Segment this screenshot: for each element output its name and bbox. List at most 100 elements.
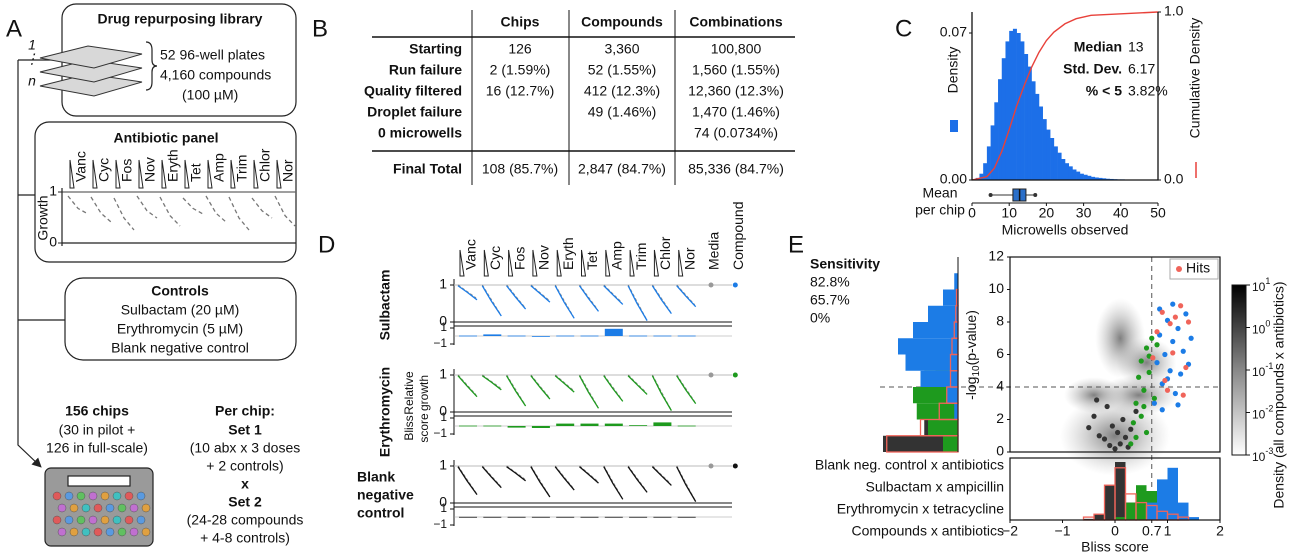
side-histogram-bar xyxy=(954,273,958,290)
row-name: Quality filtered xyxy=(364,83,462,99)
scatter-point xyxy=(1146,369,1152,375)
dose-wedge xyxy=(207,159,213,189)
chip-dot xyxy=(57,503,67,513)
tick-label: 1 xyxy=(439,276,447,292)
scatter-point xyxy=(1143,345,1150,351)
tick-exponent: -1 xyxy=(1265,361,1273,371)
dose-curve xyxy=(90,196,112,223)
dose-curve xyxy=(251,197,273,219)
scatter-point xyxy=(1151,400,1157,406)
histogram-bar xyxy=(1065,163,1070,180)
dose-curve xyxy=(579,466,599,484)
bliss-bar xyxy=(580,423,599,426)
cell: 1,560 (1.55%) xyxy=(692,62,780,78)
scatter-point xyxy=(1180,348,1186,354)
bliss-bar xyxy=(653,516,672,518)
chip-dot xyxy=(52,515,62,525)
chip-dot xyxy=(129,503,139,513)
y-tick-label: 6 xyxy=(996,345,1004,361)
chip-dot xyxy=(100,491,110,501)
set-line: (10 abx x 3 doses xyxy=(190,440,301,456)
bliss-bar xyxy=(677,425,696,427)
legend-label: Blank neg. control x antibiotics xyxy=(815,457,1004,473)
chips-title: 156 chips xyxy=(65,403,129,419)
bliss-bar xyxy=(604,516,623,518)
cell: 52 (1.55%) xyxy=(588,62,656,78)
row-name: Run failure xyxy=(389,62,462,78)
scatter-point xyxy=(1149,335,1155,341)
scatter-point xyxy=(1101,436,1108,442)
histogram-bar xyxy=(1024,54,1029,180)
axis-label: growth xyxy=(417,375,431,411)
dose-wedge xyxy=(629,249,635,277)
tick-label: −1 xyxy=(433,426,447,440)
y-tick-label: 0.07 xyxy=(940,24,967,40)
dose-curve xyxy=(481,285,502,317)
scatter-point xyxy=(1172,314,1178,320)
histogram-bar xyxy=(1091,176,1096,180)
scatter-point xyxy=(1133,434,1139,440)
histogram-bar xyxy=(1057,152,1062,180)
histogram-bar xyxy=(994,102,999,180)
histogram-bar xyxy=(1035,93,1040,180)
dose-curve xyxy=(603,375,624,402)
histogram-bar xyxy=(990,125,995,180)
x-tick-label: 20 xyxy=(1039,205,1055,221)
scatter-point xyxy=(1178,371,1184,377)
tick-label: −1 xyxy=(433,517,447,531)
chip-dot xyxy=(81,503,91,513)
x-tick-label: 0.7 xyxy=(1142,523,1162,539)
scatter-point xyxy=(1096,433,1102,439)
controls-box xyxy=(64,277,297,361)
cell: 12,360 (12.3%) xyxy=(688,83,784,99)
chip-dot xyxy=(64,491,74,501)
sensitivity-value: 0% xyxy=(810,310,830,326)
bottom-histogram-bar xyxy=(1115,517,1126,520)
cell: 412 (12.3%) xyxy=(584,83,660,99)
chip-dot xyxy=(105,503,115,513)
dose-curve xyxy=(627,285,648,321)
cumulative-line xyxy=(971,11,1159,181)
dose-curve xyxy=(506,285,527,310)
bliss-bar xyxy=(483,425,502,427)
bliss-bar xyxy=(629,425,648,426)
bottom-histogram-bar xyxy=(1167,467,1178,520)
dose-wedge xyxy=(581,249,587,277)
dose-curve xyxy=(274,195,296,227)
legend-label: Erythromycin x tetracycline xyxy=(837,501,1004,517)
bliss-bar xyxy=(507,516,526,518)
row-name: Final Total xyxy=(393,161,462,177)
scatter-point xyxy=(1128,426,1134,432)
histogram-bar xyxy=(1046,129,1051,180)
x-tick-label: 30 xyxy=(1076,205,1092,221)
tick-base: 10 xyxy=(1252,365,1266,379)
set-line: + 4-8 controls) xyxy=(200,530,290,546)
axis-label-part: 10 xyxy=(971,365,982,377)
cell: 1,470 (1.46%) xyxy=(692,104,780,120)
mean-point xyxy=(1033,193,1038,197)
dose-curve xyxy=(530,375,551,400)
chip-dot xyxy=(88,515,98,525)
scatter-point xyxy=(1141,387,1147,393)
column-label: Cyc xyxy=(487,246,503,270)
histogram-bar xyxy=(1050,138,1055,180)
bottom-histogram-bar xyxy=(1157,479,1168,520)
histogram-bar xyxy=(1005,41,1010,181)
chips-line: (30 in pilot + xyxy=(59,422,136,438)
table-lines xyxy=(372,10,795,185)
histogram-bar xyxy=(979,173,984,180)
chip-dot xyxy=(141,527,151,537)
tick-label: 1 xyxy=(439,457,447,473)
bliss-bar xyxy=(653,335,672,337)
legend-label: Hits xyxy=(1186,260,1210,276)
x-tick-label: 10 xyxy=(1001,205,1017,221)
dose-curve xyxy=(578,375,600,409)
chip-dot xyxy=(124,515,134,525)
library-line: 4,160 compounds xyxy=(160,67,271,83)
dose-curve xyxy=(136,195,158,219)
scatter-point xyxy=(1162,351,1168,358)
antibiotic-label: Trim xyxy=(234,155,250,182)
histogram-bar xyxy=(983,163,988,180)
dose-curve xyxy=(627,466,648,493)
